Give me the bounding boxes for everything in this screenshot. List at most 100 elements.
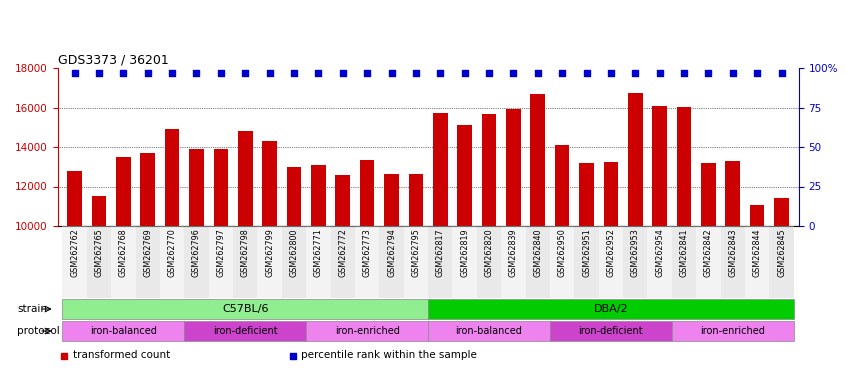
Text: iron-deficient: iron-deficient <box>213 326 277 336</box>
Bar <box>190 149 204 384</box>
Point <box>263 70 277 76</box>
Bar <box>769 226 794 298</box>
Bar <box>306 226 331 298</box>
Bar <box>721 226 745 298</box>
Text: GSM262845: GSM262845 <box>777 228 786 277</box>
Bar <box>677 106 691 384</box>
Bar <box>282 226 306 298</box>
Bar <box>238 131 253 384</box>
Point <box>555 70 569 76</box>
Point <box>286 353 299 359</box>
Text: iron-enriched: iron-enriched <box>700 326 766 336</box>
Bar <box>628 93 643 384</box>
Bar <box>745 226 769 298</box>
FancyBboxPatch shape <box>63 321 184 341</box>
Text: iron-balanced: iron-balanced <box>90 326 157 336</box>
Text: GSM262819: GSM262819 <box>460 228 470 277</box>
Bar <box>160 226 184 298</box>
Point <box>311 70 325 76</box>
Point <box>92 70 106 76</box>
Text: GSM262841: GSM262841 <box>679 228 689 276</box>
Text: GSM262770: GSM262770 <box>168 228 177 277</box>
Bar <box>257 226 282 298</box>
Text: GSM262817: GSM262817 <box>436 228 445 277</box>
Bar <box>184 226 209 298</box>
Point <box>336 70 349 76</box>
Text: percentile rank within the sample: percentile rank within the sample <box>301 351 477 361</box>
Point <box>190 70 203 76</box>
Text: GSM262769: GSM262769 <box>143 228 152 277</box>
Text: GSM262840: GSM262840 <box>533 228 542 276</box>
Text: protocol: protocol <box>17 326 60 336</box>
Bar <box>428 226 453 298</box>
Text: iron-balanced: iron-balanced <box>456 326 523 336</box>
Text: transformed count: transformed count <box>73 351 170 361</box>
Text: GSM262800: GSM262800 <box>289 228 299 276</box>
Bar <box>652 106 667 384</box>
Point <box>385 70 398 76</box>
Bar <box>233 226 257 298</box>
FancyBboxPatch shape <box>428 299 794 319</box>
Bar <box>355 226 379 298</box>
FancyBboxPatch shape <box>184 321 306 341</box>
Text: GSM262820: GSM262820 <box>485 228 493 277</box>
Text: GSM262798: GSM262798 <box>241 228 250 277</box>
Point <box>580 70 593 76</box>
Point <box>68 70 81 76</box>
Bar <box>647 226 672 298</box>
Bar <box>458 125 472 384</box>
Point <box>433 70 447 76</box>
Bar <box>701 163 716 384</box>
Bar <box>696 226 721 298</box>
Bar <box>525 226 550 298</box>
Text: GSM262953: GSM262953 <box>631 228 640 277</box>
Bar <box>530 94 545 384</box>
Point <box>288 70 301 76</box>
Bar <box>87 226 111 298</box>
Text: GSM262842: GSM262842 <box>704 228 713 277</box>
Point <box>165 70 179 76</box>
Point <box>531 70 545 76</box>
Text: GSM262796: GSM262796 <box>192 228 201 277</box>
Text: GSM262797: GSM262797 <box>217 228 225 277</box>
Bar <box>624 226 647 298</box>
FancyBboxPatch shape <box>306 321 428 341</box>
Bar <box>140 153 155 384</box>
Bar <box>404 226 428 298</box>
Text: GSM262951: GSM262951 <box>582 228 591 277</box>
Text: GSM262844: GSM262844 <box>753 228 761 276</box>
Point <box>239 70 252 76</box>
Bar <box>550 226 574 298</box>
Point <box>678 70 691 76</box>
Bar <box>481 114 497 384</box>
Text: GSM262799: GSM262799 <box>265 228 274 277</box>
Bar <box>213 149 228 384</box>
Text: strain: strain <box>17 304 47 314</box>
Point <box>214 70 228 76</box>
FancyBboxPatch shape <box>672 321 794 341</box>
Text: GSM262952: GSM262952 <box>607 228 615 277</box>
Text: GSM262772: GSM262772 <box>338 228 347 277</box>
Bar <box>774 199 788 384</box>
Text: iron-deficient: iron-deficient <box>579 326 643 336</box>
Bar <box>409 174 423 384</box>
Text: iron-enriched: iron-enriched <box>335 326 399 336</box>
Bar <box>750 205 765 384</box>
Point <box>409 70 423 76</box>
Text: GSM262773: GSM262773 <box>363 228 371 277</box>
Bar <box>68 171 82 384</box>
FancyBboxPatch shape <box>63 299 428 319</box>
FancyBboxPatch shape <box>550 321 672 341</box>
Bar <box>453 226 477 298</box>
Text: GSM262954: GSM262954 <box>655 228 664 277</box>
Point <box>507 70 520 76</box>
Text: GSM262795: GSM262795 <box>411 228 420 277</box>
Point <box>629 70 642 76</box>
Bar <box>379 226 404 298</box>
Bar <box>63 226 87 298</box>
Bar <box>574 226 599 298</box>
Point <box>750 70 764 76</box>
Bar <box>360 160 375 384</box>
Point <box>482 70 496 76</box>
Bar <box>111 226 135 298</box>
